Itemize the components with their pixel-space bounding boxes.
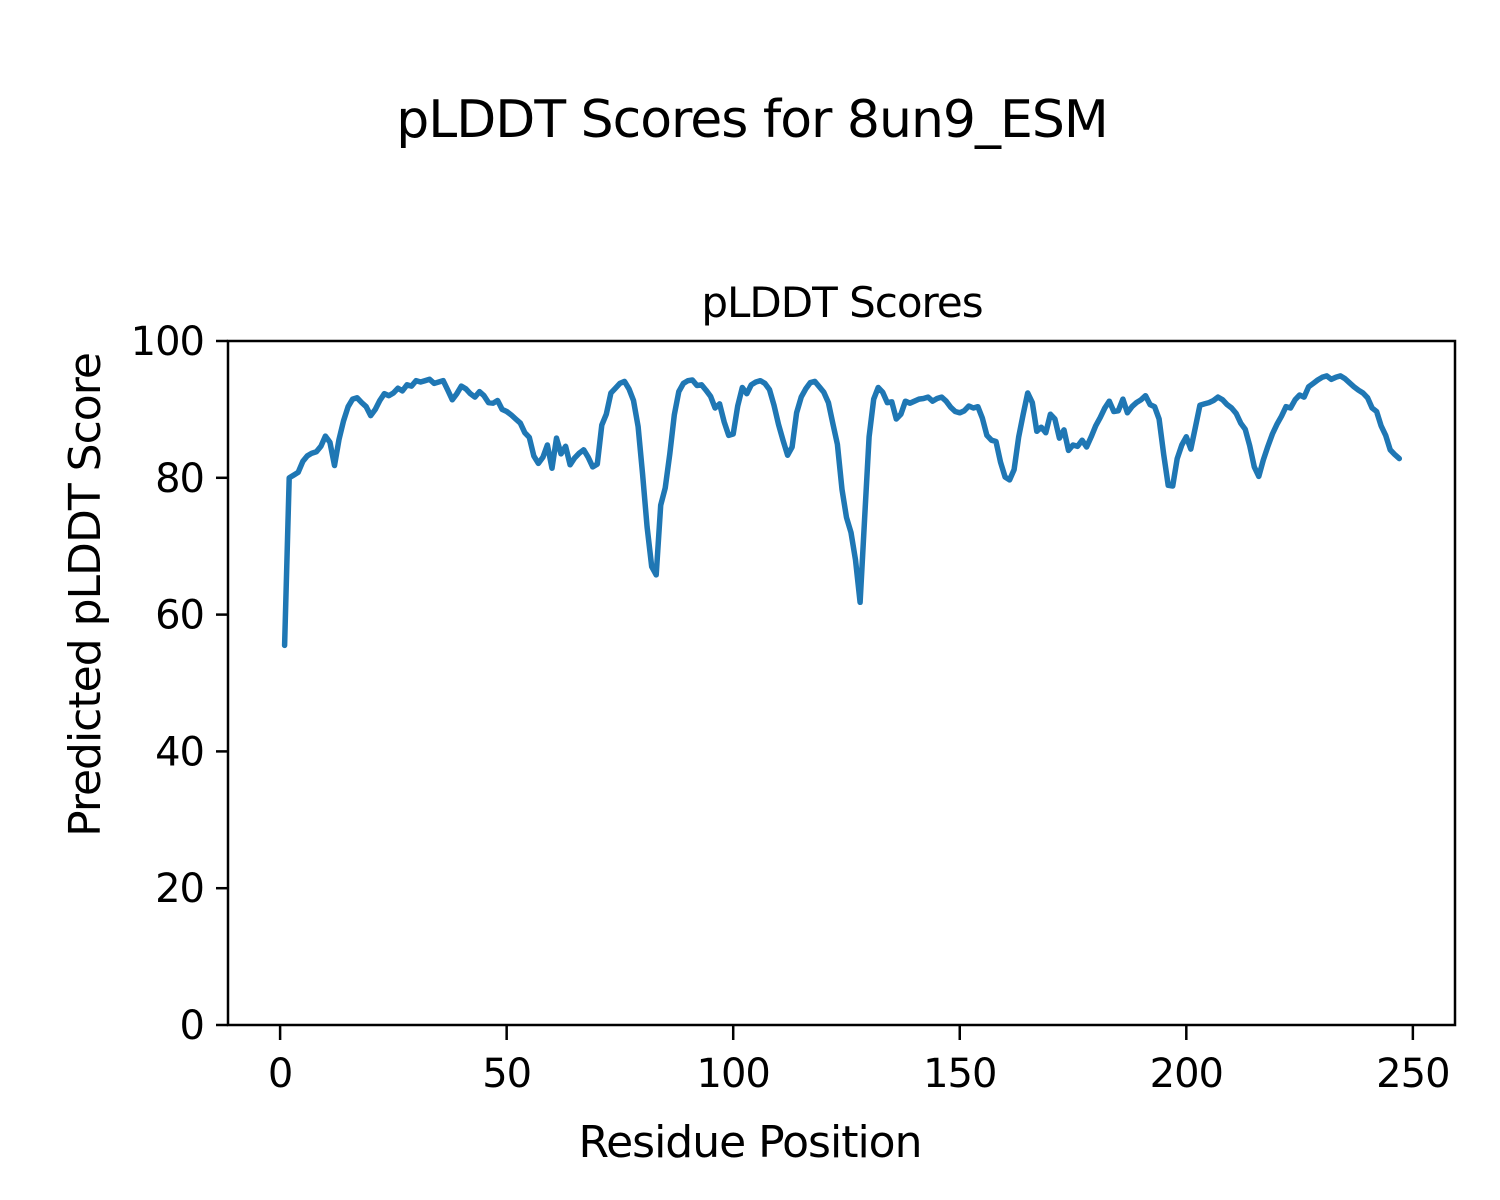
axes-spines bbox=[226, 339, 1457, 1027]
y-tick-label: 80 bbox=[155, 456, 204, 502]
x-tick-label: 50 bbox=[482, 1051, 531, 1097]
y-axis-label: Predicted pLDDT Score bbox=[60, 353, 111, 837]
plddt-line bbox=[281, 373, 1403, 649]
y-tick-label: 20 bbox=[155, 866, 204, 912]
x-tick-label: 100 bbox=[697, 1051, 770, 1097]
x-axis-label: Residue Position bbox=[578, 1117, 921, 1168]
y-tick-label: 60 bbox=[155, 593, 204, 639]
x-tick-label: 250 bbox=[1376, 1051, 1449, 1097]
x-tick-label: 0 bbox=[268, 1051, 292, 1097]
x-tick-label: 200 bbox=[1150, 1051, 1223, 1097]
axes-title: pLDDT Scores bbox=[701, 278, 982, 327]
y-tick-label: 100 bbox=[131, 319, 204, 365]
x-tick-label: 150 bbox=[923, 1051, 996, 1097]
y-tick-label: 40 bbox=[155, 729, 204, 775]
figure-suptitle: pLDDT Scores for 8un9_ESM bbox=[396, 90, 1107, 150]
y-tick-label: 0 bbox=[180, 1003, 204, 1049]
axes-layer: 0 50 100 150 200 250 0 20 40 60 80 100 bbox=[131, 319, 1457, 1097]
